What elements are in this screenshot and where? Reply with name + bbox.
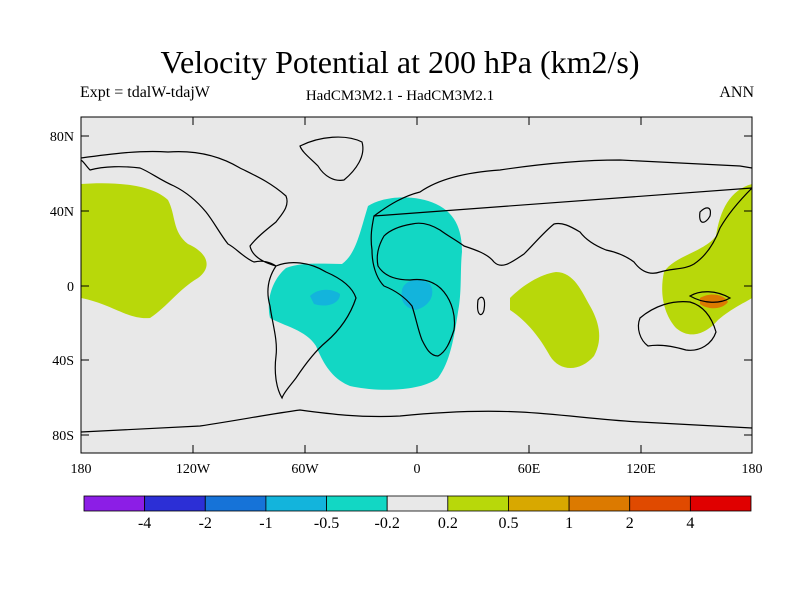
experiment-label: Expt = tdalW-tdajW (80, 84, 210, 101)
positive-strong-spot (700, 294, 728, 309)
colorbar-label: 4 (686, 515, 694, 532)
colorbar-swatch (508, 495, 570, 512)
contour-fills (81, 136, 752, 433)
positive-region-pacific-east (81, 183, 207, 319)
map-title: Velocity Potential at 200 hPa (km2/s) (160, 44, 640, 80)
coast-australia (637, 301, 717, 351)
lon-label: 180 (71, 462, 92, 477)
lat-label: 80N (50, 130, 74, 145)
colorbar-swatch (447, 495, 509, 512)
positive-region-pacific-west (662, 184, 752, 335)
colorbar-swatch (326, 495, 388, 512)
colorbar-label: -0.5 (314, 515, 339, 532)
lat-label: 40S (52, 354, 74, 369)
negative-core-south-america (310, 289, 340, 306)
coast-antarctica (81, 409, 752, 433)
colorbar-swatch (629, 495, 691, 512)
coast-greenland (299, 136, 364, 181)
coastlines (81, 136, 752, 433)
colorbar-swatch (689, 495, 752, 512)
colorbar-label: 1 (565, 515, 573, 532)
coast-japan (699, 207, 711, 223)
lon-label: 60W (291, 462, 319, 477)
longitude-axis: 180 120W 60W 0 60E 120E 180 (71, 117, 763, 477)
colorbar-label: -2 (199, 515, 212, 532)
coast-south-america (267, 262, 357, 400)
lon-label: 180 (742, 462, 763, 477)
colorbar-swatch (204, 495, 267, 512)
colorbar-swatch (265, 495, 327, 512)
colorbar: -4 -2 -1 -0.5 -0.2 0.2 0.5 1 2 4 (83, 495, 752, 532)
coast-new-guinea (688, 291, 732, 303)
colorbar-label: -4 (138, 515, 151, 532)
season-label: ANN (719, 84, 754, 101)
colorbar-label: 0.2 (438, 515, 458, 532)
latitude-axis: 80N 40N 0 40S 80S (50, 130, 752, 444)
lon-label: 0 (414, 462, 421, 477)
lon-label: 120E (626, 462, 656, 477)
coast-madagascar (477, 296, 486, 316)
colorbar-swatch (386, 495, 449, 512)
colorbar-label: 2 (626, 515, 634, 532)
colorbar-swatch (144, 495, 206, 512)
colorbar-label: 0.5 (498, 515, 518, 532)
lat-label: 80S (52, 429, 74, 444)
coast-north-america (81, 150, 288, 267)
coast-eurasia-africa (370, 159, 752, 357)
colorbar-swatch (568, 495, 631, 512)
lat-label: 0 (67, 280, 74, 295)
lat-label: 40N (50, 205, 74, 220)
colorbar-swatch (83, 495, 146, 512)
colorbar-label: -1 (259, 515, 272, 532)
model-label: HadCM3M2.1 - HadCM3M2.1 (305, 88, 495, 104)
positive-region-indian-ocean (510, 272, 600, 368)
lon-label: 120W (176, 462, 211, 477)
lon-label: 60E (518, 462, 541, 477)
colorbar-label: -0.2 (375, 515, 400, 532)
negative-region-atlantic (268, 197, 462, 390)
